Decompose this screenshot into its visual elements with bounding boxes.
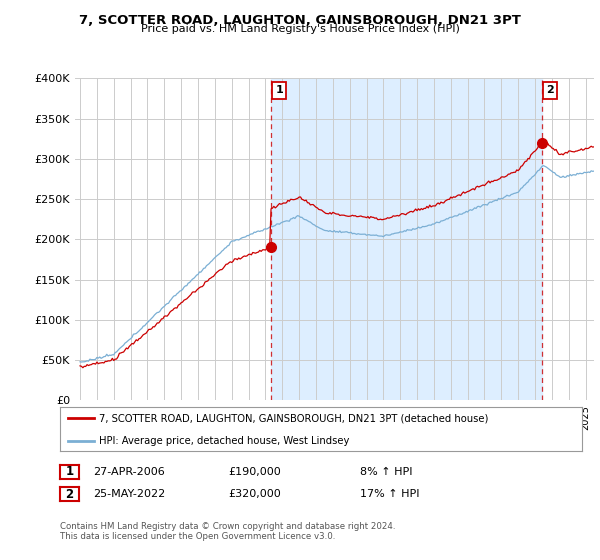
Text: 27-APR-2006: 27-APR-2006 — [93, 467, 165, 477]
Text: 1: 1 — [65, 465, 74, 478]
Text: 25-MAY-2022: 25-MAY-2022 — [93, 489, 165, 499]
Text: £320,000: £320,000 — [228, 489, 281, 499]
Text: 1: 1 — [275, 86, 283, 95]
Text: 8% ↑ HPI: 8% ↑ HPI — [360, 467, 413, 477]
Text: £190,000: £190,000 — [228, 467, 281, 477]
Text: 2: 2 — [65, 488, 74, 501]
Bar — [271, 78, 542, 400]
Text: 2: 2 — [547, 86, 554, 95]
Text: 7, SCOTTER ROAD, LAUGHTON, GAINSBOROUGH, DN21 3PT: 7, SCOTTER ROAD, LAUGHTON, GAINSBOROUGH,… — [79, 14, 521, 27]
Text: Contains HM Land Registry data © Crown copyright and database right 2024.: Contains HM Land Registry data © Crown c… — [60, 522, 395, 531]
Text: Price paid vs. HM Land Registry's House Price Index (HPI): Price paid vs. HM Land Registry's House … — [140, 24, 460, 34]
Text: 17% ↑ HPI: 17% ↑ HPI — [360, 489, 419, 499]
Text: 7, SCOTTER ROAD, LAUGHTON, GAINSBOROUGH, DN21 3PT (detached house): 7, SCOTTER ROAD, LAUGHTON, GAINSBOROUGH,… — [99, 413, 488, 423]
Text: This data is licensed under the Open Government Licence v3.0.: This data is licensed under the Open Gov… — [60, 532, 335, 541]
Text: HPI: Average price, detached house, West Lindsey: HPI: Average price, detached house, West… — [99, 436, 350, 446]
